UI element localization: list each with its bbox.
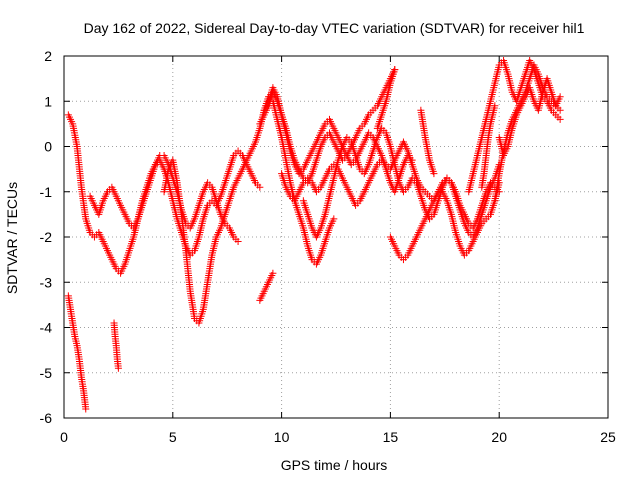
- series-track-14: [256, 269, 277, 304]
- y-tick-label: -3: [40, 274, 53, 290]
- x-tick-label: 0: [60, 429, 68, 445]
- data-marks: [64, 57, 564, 413]
- data-point: [269, 269, 277, 277]
- x-tick-label: 20: [491, 429, 507, 445]
- y-axis-label: SDTVAR / TECUs: [4, 182, 20, 294]
- y-tick-label: -2: [40, 229, 53, 245]
- x-tick-label: 25: [600, 429, 616, 445]
- series-track-5: [260, 84, 416, 196]
- y-tick-label: -1: [40, 184, 53, 200]
- data-point: [556, 115, 564, 123]
- x-tick-label: 10: [274, 429, 290, 445]
- y-tick-label: 2: [44, 48, 52, 64]
- series-track-17: [478, 102, 499, 191]
- data-point: [114, 364, 122, 372]
- series-track-12: [64, 292, 90, 413]
- y-tick-label: -5: [40, 365, 53, 381]
- x-axis-label: GPS time / hours: [281, 457, 388, 473]
- data-point: [330, 215, 338, 223]
- y-tick-label: 0: [44, 139, 52, 155]
- series-track-16: [417, 106, 438, 178]
- x-tick-label: 5: [169, 429, 177, 445]
- series-track-13: [110, 319, 122, 372]
- data-point: [556, 106, 564, 114]
- x-tick-label: 15: [383, 429, 399, 445]
- y-tick-label: 1: [44, 93, 52, 109]
- data-point: [556, 93, 564, 101]
- data-point: [234, 238, 242, 246]
- data-point: [491, 102, 499, 110]
- data-point: [430, 170, 438, 178]
- series-track-11: [495, 75, 564, 160]
- axis-ticks: 0 5 10 15 20 25 -6 -5 -4 -3 -2 -1 0 1 2: [40, 48, 616, 445]
- series-track-15: [373, 66, 399, 132]
- y-tick-label: -4: [40, 320, 53, 336]
- y-tick-label: -6: [40, 410, 53, 426]
- chart-title: Day 162 of 2022, Sidereal Day-to-day VTE…: [84, 20, 585, 36]
- data-point: [82, 405, 90, 413]
- data-point: [391, 66, 399, 74]
- data-point: [256, 183, 264, 191]
